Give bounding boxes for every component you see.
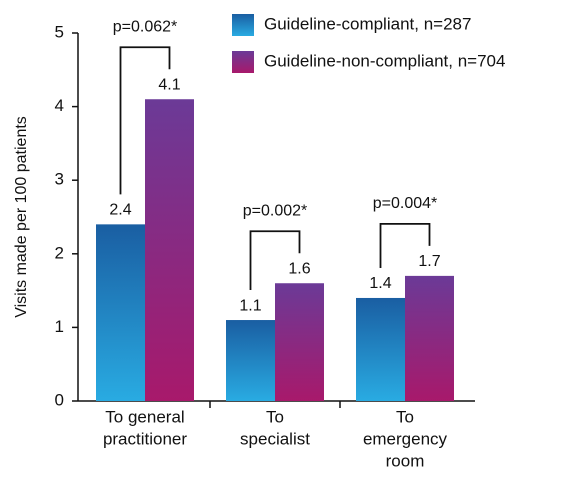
value-label: 1.1 — [239, 297, 261, 314]
y-tick-label: 1 — [55, 317, 64, 336]
x-tick-label: To — [396, 407, 414, 426]
bar — [226, 320, 275, 401]
y-tick-label: 2 — [55, 243, 64, 262]
x-tick-label: room — [386, 451, 425, 470]
bar — [275, 283, 324, 401]
significance-bracket — [249, 230, 301, 291]
significance-label: p=0.004* — [373, 195, 438, 212]
significance-bracket — [379, 222, 431, 268]
x-tick-label: To — [266, 407, 284, 426]
legend-swatch — [232, 51, 254, 73]
significance-bracket — [119, 46, 171, 195]
y-axis-label: Visits made per 100 patients — [13, 116, 30, 318]
x-tick-label: specialist — [240, 429, 310, 448]
x-tick-label: To general — [105, 407, 184, 426]
x-tick-label: practitioner — [103, 429, 187, 448]
significance-label: p=0.002* — [243, 202, 308, 219]
value-label: 4.1 — [158, 76, 180, 93]
bar — [356, 297, 405, 401]
y-tick-label: 5 — [55, 22, 64, 41]
bar — [145, 99, 194, 402]
y-tick-label: 0 — [55, 390, 64, 409]
bar — [96, 224, 145, 401]
bar — [405, 275, 454, 401]
significance-label: p=0.062* — [113, 18, 178, 35]
legend-swatch — [232, 14, 254, 36]
x-tick-label: emergency — [363, 429, 448, 448]
legend-label: Guideline-non-compliant, n=704 — [264, 51, 505, 70]
legend-label: Guideline-compliant, n=287 — [264, 14, 471, 33]
value-label: 1.4 — [369, 275, 391, 292]
value-label: 1.7 — [418, 253, 440, 270]
value-label: 1.6 — [288, 260, 310, 277]
value-label: 2.4 — [109, 202, 131, 219]
y-tick-label: 3 — [55, 170, 64, 189]
y-tick-label: 4 — [55, 96, 64, 115]
